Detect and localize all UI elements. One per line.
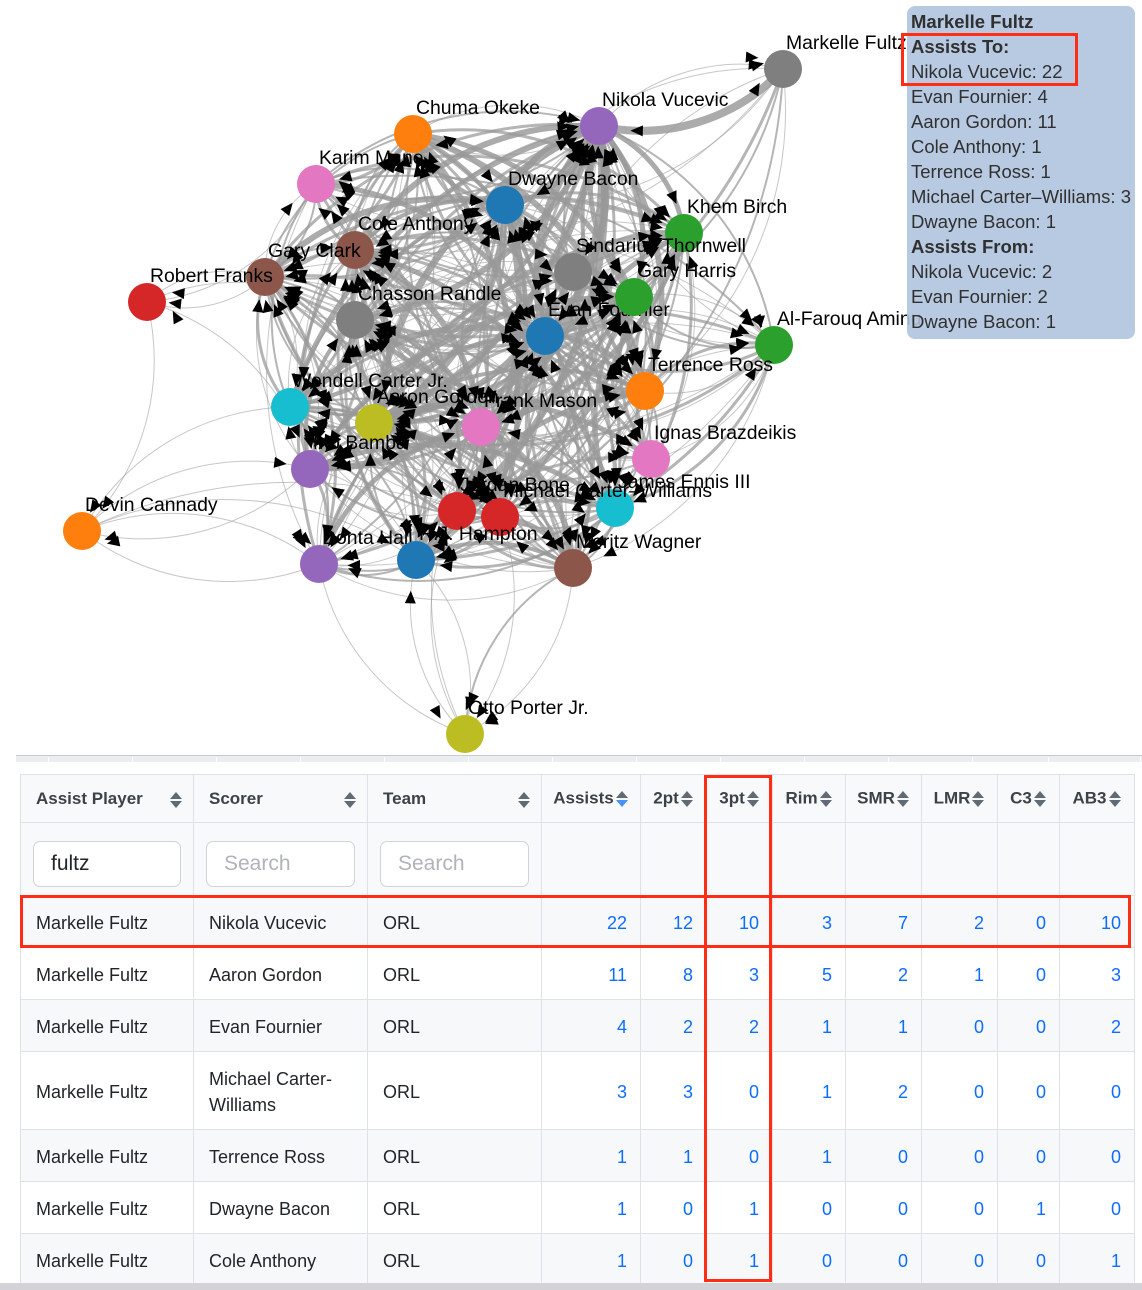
svg-text:Robert Franks: Robert Franks: [150, 265, 273, 287]
svg-text:Gary Harris: Gary Harris: [637, 260, 736, 282]
svg-text:Frank Mason: Frank Mason: [484, 390, 597, 412]
svg-text:Sindarius Thornwell: Sindarius Thornwell: [576, 235, 746, 257]
svg-text:Aaron Gordon: Aaron Gordon: [377, 386, 499, 408]
svg-text:Otto Porter Jr.: Otto Porter Jr.: [468, 697, 589, 719]
svg-text:R.J. Hampton: R.J. Hampton: [419, 523, 538, 545]
svg-text:Dwayne Bacon: Dwayne Bacon: [508, 168, 638, 190]
svg-text:Devin Cannady: Devin Cannady: [85, 494, 218, 516]
svg-text:Chasson Randle: Chasson Randle: [358, 283, 501, 305]
svg-text:Michael Carter–Williams: Michael Carter–Williams: [503, 480, 712, 502]
svg-text:Moritz Wagner: Moritz Wagner: [576, 531, 702, 553]
svg-text:Markelle Fultz: Markelle Fultz: [786, 32, 907, 54]
svg-text:Wendell Carter Jr.: Wendell Carter Jr.: [293, 370, 448, 392]
svg-text:Terrence Ross: Terrence Ross: [648, 354, 773, 376]
svg-text:Nikola Vucevic: Nikola Vucevic: [602, 89, 729, 111]
svg-text:Mo Bamba: Mo Bamba: [313, 432, 407, 454]
svg-text:Gary Clark: Gary Clark: [268, 240, 361, 262]
svg-text:Chuma Okeke: Chuma Okeke: [416, 97, 540, 119]
svg-text:Jordan Bone: Jordan Bone: [460, 474, 570, 496]
svg-text:Khem Birch: Khem Birch: [687, 196, 787, 218]
svg-text:Donta Hall: Donta Hall: [322, 527, 413, 549]
svg-text:Al-Farouq Aminu: Al-Farouq Aminu: [777, 308, 921, 330]
svg-text:James Ennis III: James Ennis III: [618, 471, 751, 493]
svg-text:Ignas Brazdeikis: Ignas Brazdeikis: [654, 422, 796, 444]
svg-text:Cole Anthony: Cole Anthony: [358, 213, 474, 235]
svg-text:Karim Mane: Karim Mane: [319, 147, 424, 169]
